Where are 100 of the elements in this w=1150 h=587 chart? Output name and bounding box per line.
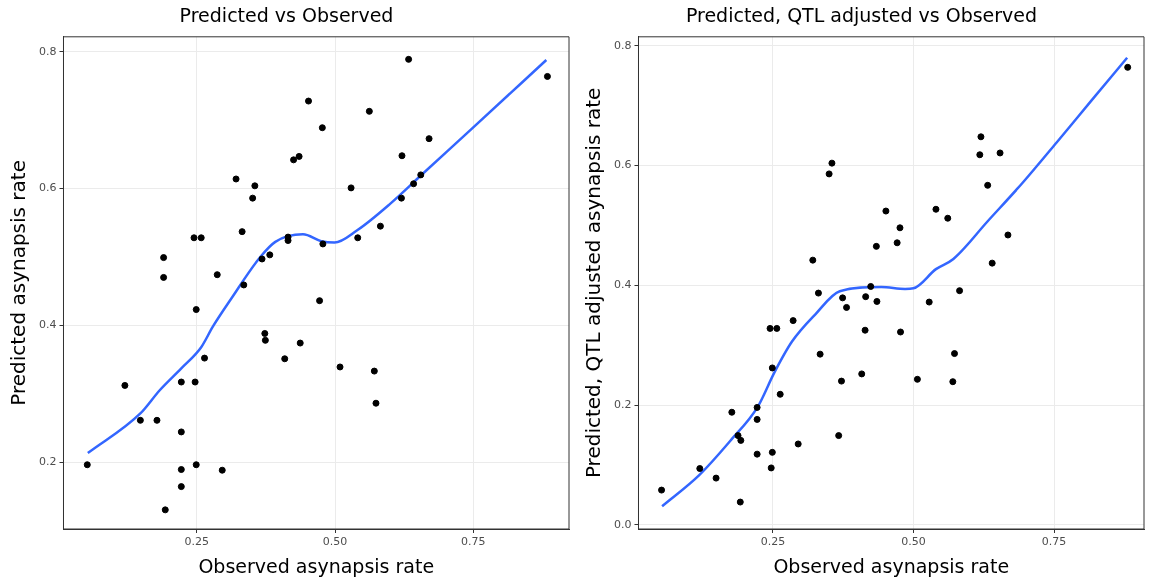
point <box>736 498 744 506</box>
point <box>861 326 869 334</box>
point <box>753 403 761 411</box>
point <box>988 259 996 267</box>
point <box>336 363 344 371</box>
point <box>281 355 289 363</box>
point <box>896 224 904 232</box>
y-tick-label: 0.4 <box>38 318 57 332</box>
y-tick-label: 0.0 <box>613 517 632 531</box>
point <box>347 184 355 192</box>
point <box>261 329 269 337</box>
point <box>190 234 198 242</box>
x-axis-title: Observed asynapsis rate <box>773 554 1010 577</box>
point <box>816 350 824 358</box>
y-tick-label: 0.4 <box>613 278 632 292</box>
point <box>858 370 866 378</box>
point <box>696 465 704 473</box>
point <box>410 180 418 188</box>
point <box>767 464 775 472</box>
point <box>867 282 875 290</box>
point <box>996 149 1004 157</box>
point <box>794 440 802 448</box>
point <box>753 415 761 423</box>
point <box>191 378 199 386</box>
point <box>976 151 984 159</box>
point <box>405 55 413 63</box>
point <box>201 354 209 362</box>
point <box>258 255 266 263</box>
point <box>768 448 776 456</box>
point <box>370 367 378 375</box>
point <box>261 336 269 344</box>
point <box>862 293 870 301</box>
point <box>843 303 851 311</box>
point <box>893 239 901 247</box>
point <box>773 324 781 332</box>
point <box>197 234 205 242</box>
point <box>925 298 933 306</box>
point <box>776 390 784 398</box>
chart-title: Predicted vs Observed <box>179 4 394 27</box>
point <box>249 194 257 202</box>
x-tick-label: 0.25 <box>760 535 786 549</box>
point <box>192 461 200 469</box>
point <box>944 214 952 222</box>
point <box>872 242 880 250</box>
point <box>789 317 797 325</box>
point <box>737 436 745 444</box>
point <box>153 416 161 424</box>
y-axis-title: Predicted asynapsis rate <box>6 160 31 406</box>
y-tick-label: 0.6 <box>38 181 57 195</box>
point <box>218 466 226 474</box>
point <box>365 107 373 115</box>
point <box>177 378 185 386</box>
point <box>318 124 326 132</box>
point <box>956 287 964 295</box>
point <box>161 506 169 514</box>
point <box>136 416 144 424</box>
x-tick-label: 0.75 <box>461 535 486 549</box>
y-tick-label: 0.8 <box>613 38 632 52</box>
point <box>376 222 384 230</box>
point <box>251 182 259 190</box>
point <box>295 152 303 160</box>
point <box>766 324 774 332</box>
point <box>828 159 836 167</box>
point <box>232 175 240 183</box>
x-tick-label: 0.50 <box>322 535 348 549</box>
point <box>398 152 406 160</box>
point <box>238 228 246 236</box>
line-series <box>660 56 1129 508</box>
point <box>83 461 91 469</box>
point <box>814 289 822 297</box>
point <box>728 408 736 416</box>
point <box>839 294 847 302</box>
x-axis-title: Observed asynapsis rate <box>198 554 435 577</box>
point <box>192 306 200 314</box>
point <box>768 364 776 372</box>
x-tick-label: 0.75 <box>1041 535 1067 549</box>
point <box>873 297 881 305</box>
point <box>1004 231 1012 239</box>
y-tick-label: 0.2 <box>613 397 632 411</box>
point <box>984 181 992 189</box>
point <box>825 170 833 178</box>
y-tick-label: 0.6 <box>613 158 632 172</box>
point <box>316 297 324 305</box>
point <box>932 205 940 213</box>
point <box>543 72 551 80</box>
y-axis-title: Predicted, QTL adjusted asynapsis rate <box>581 87 606 479</box>
point <box>835 432 843 440</box>
point <box>417 171 425 179</box>
point <box>882 207 890 215</box>
point <box>121 381 129 389</box>
point <box>160 254 168 262</box>
point <box>837 377 845 385</box>
point <box>177 428 185 436</box>
point <box>160 273 168 281</box>
x-tick-label: 0.50 <box>901 535 926 549</box>
point <box>753 450 761 458</box>
y-tick-label: 0.2 <box>38 454 57 468</box>
point <box>213 271 221 279</box>
point <box>658 486 666 494</box>
point <box>913 375 921 383</box>
